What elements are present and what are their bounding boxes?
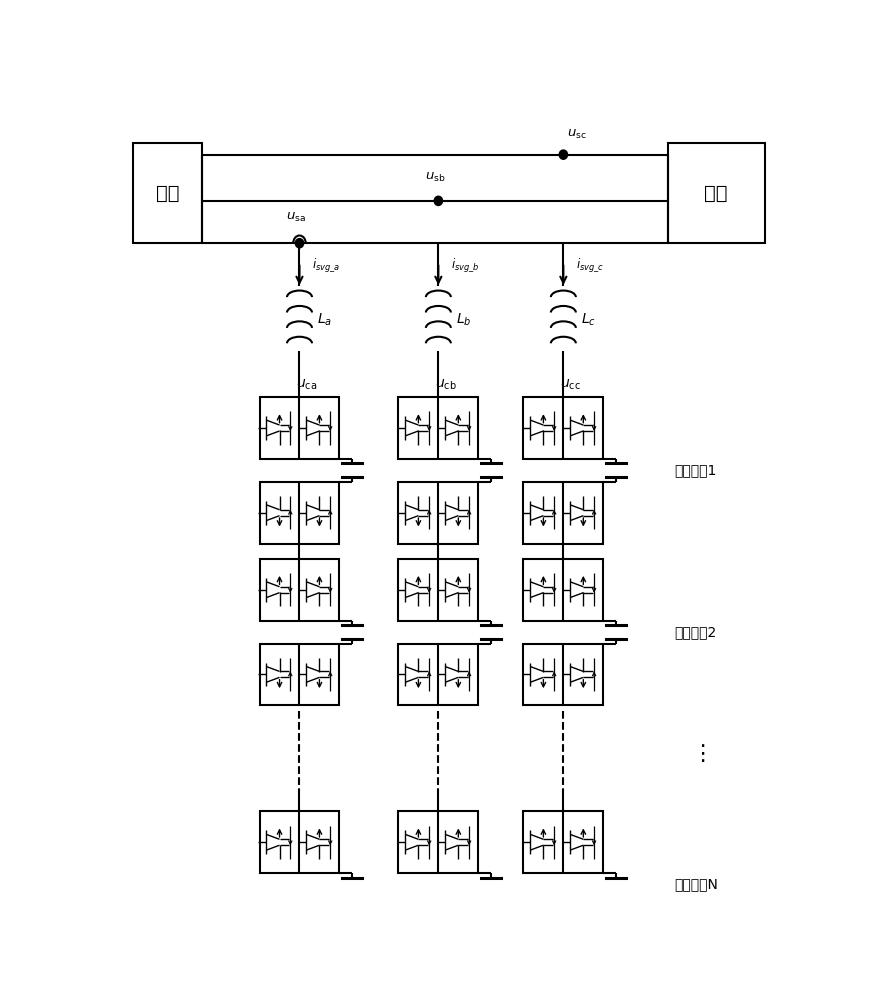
Text: 负载: 负载 <box>704 184 728 203</box>
Circle shape <box>296 239 304 248</box>
Bar <box>260 896 340 958</box>
Text: $i_{svg\_c}$: $i_{svg\_c}$ <box>576 257 604 275</box>
Text: 功率单刀1: 功率单刀1 <box>675 463 717 477</box>
Text: $i_{svg\_b}$: $i_{svg\_b}$ <box>451 257 479 275</box>
Bar <box>523 811 603 873</box>
Bar <box>399 644 478 705</box>
Text: $i_{svg\_a}$: $i_{svg\_a}$ <box>312 257 340 275</box>
Bar <box>523 896 603 958</box>
Bar <box>399 896 478 958</box>
Bar <box>260 397 340 459</box>
Text: $u_{\rm sb}$: $u_{\rm sb}$ <box>425 171 445 184</box>
Text: $u_{\rm sa}$: $u_{\rm sa}$ <box>286 211 306 224</box>
Text: $u_{\rm sc}$: $u_{\rm sc}$ <box>567 128 587 141</box>
Text: $u_{\rm cc}$: $u_{\rm cc}$ <box>560 378 581 392</box>
Bar <box>260 482 340 544</box>
Bar <box>399 559 478 620</box>
Text: $L_b$: $L_b$ <box>456 312 471 328</box>
Bar <box>399 811 478 873</box>
Text: 功率单元N: 功率单元N <box>675 878 719 892</box>
Bar <box>399 482 478 544</box>
Text: $L_a$: $L_a$ <box>317 312 332 328</box>
Text: $L_c$: $L_c$ <box>581 312 596 328</box>
Bar <box>668 143 765 243</box>
Bar <box>399 397 478 459</box>
Bar <box>260 811 340 873</box>
Text: 电网: 电网 <box>156 184 179 203</box>
Bar <box>523 397 603 459</box>
Text: $u_{\rm cb}$: $u_{\rm cb}$ <box>435 378 457 392</box>
Circle shape <box>559 150 567 159</box>
Text: ⋮: ⋮ <box>691 744 713 764</box>
Circle shape <box>435 196 443 205</box>
Bar <box>260 559 340 620</box>
Bar <box>523 644 603 705</box>
Bar <box>260 644 340 705</box>
Text: 功率单刀2: 功率单刀2 <box>675 625 717 639</box>
Bar <box>133 143 202 243</box>
Text: $u_{\rm ca}$: $u_{\rm ca}$ <box>296 378 317 392</box>
Bar <box>523 559 603 620</box>
Bar <box>523 482 603 544</box>
